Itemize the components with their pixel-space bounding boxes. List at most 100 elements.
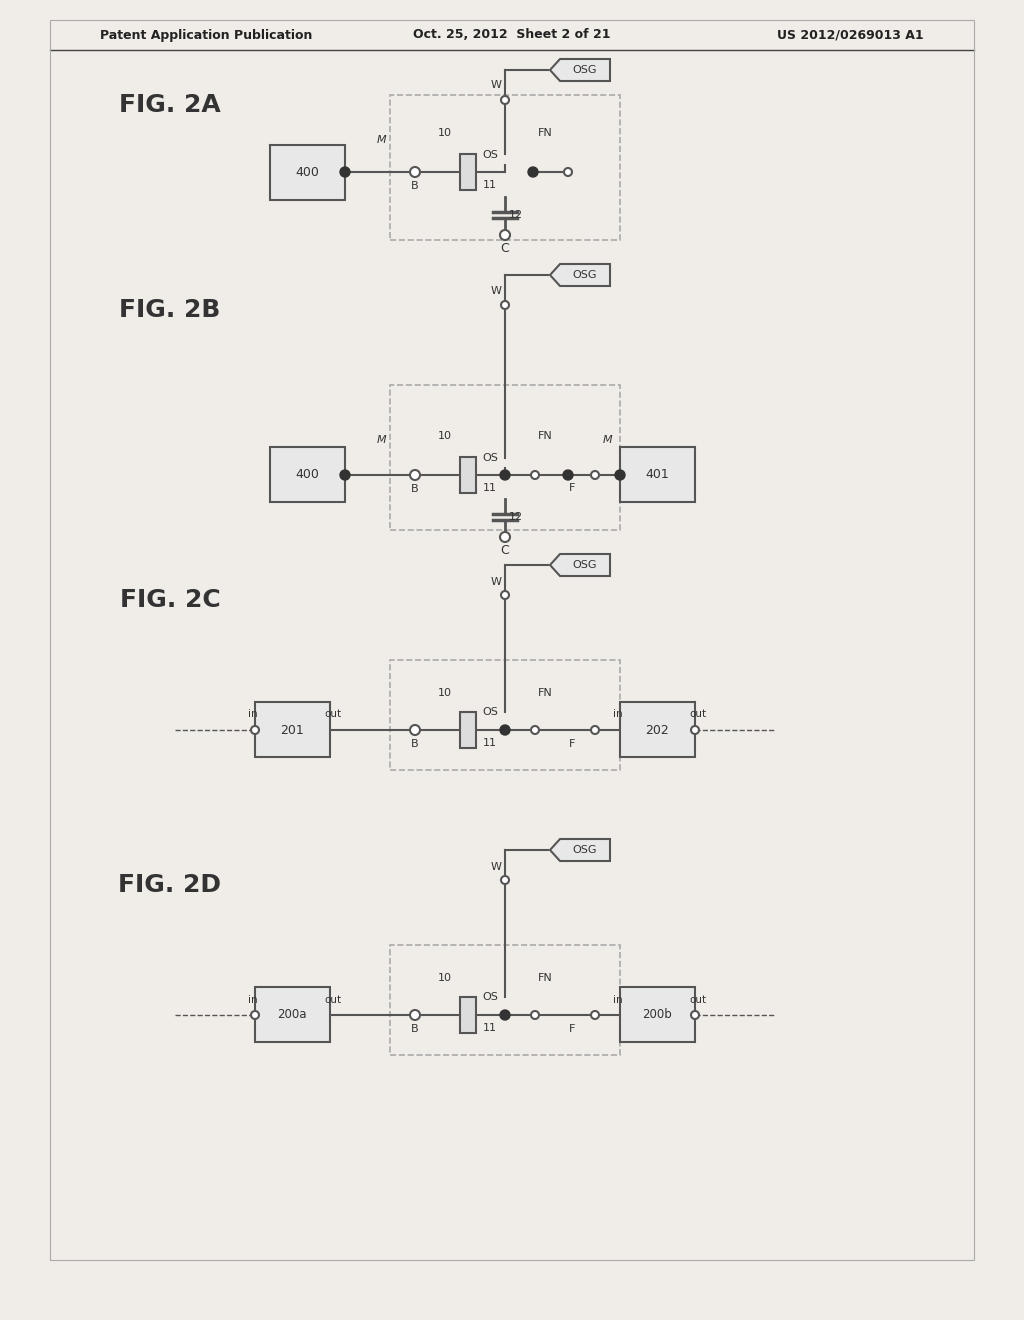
Text: Patent Application Publication: Patent Application Publication <box>100 29 312 41</box>
Text: W: W <box>490 286 502 296</box>
Text: 12: 12 <box>509 512 523 521</box>
Text: out: out <box>689 995 707 1005</box>
Circle shape <box>501 301 509 309</box>
Text: 10: 10 <box>438 432 452 441</box>
Text: 11: 11 <box>483 483 497 492</box>
Text: 200b: 200b <box>642 1008 672 1022</box>
Bar <box>255 702 330 756</box>
Circle shape <box>615 470 625 480</box>
Text: OS: OS <box>482 993 498 1002</box>
Bar <box>620 987 695 1041</box>
Text: FN: FN <box>538 688 552 698</box>
Text: OS: OS <box>482 708 498 717</box>
Circle shape <box>531 726 539 734</box>
Circle shape <box>501 591 509 599</box>
Circle shape <box>410 1010 420 1020</box>
Circle shape <box>500 1010 510 1020</box>
Text: out: out <box>325 995 342 1005</box>
Circle shape <box>528 168 538 177</box>
Text: OSG: OSG <box>572 65 597 75</box>
Text: B: B <box>412 1024 419 1034</box>
Text: M: M <box>603 436 612 445</box>
Circle shape <box>500 470 510 480</box>
Circle shape <box>410 725 420 735</box>
Text: 200a: 200a <box>278 1008 307 1022</box>
Text: OSG: OSG <box>572 560 597 570</box>
Text: in: in <box>248 709 258 719</box>
Text: OSG: OSG <box>572 271 597 280</box>
Text: OS: OS <box>482 150 498 160</box>
Text: FIG. 2B: FIG. 2B <box>120 298 221 322</box>
Circle shape <box>691 1011 699 1019</box>
Text: OS: OS <box>482 453 498 463</box>
Text: 400: 400 <box>295 166 318 180</box>
Text: Oct. 25, 2012  Sheet 2 of 21: Oct. 25, 2012 Sheet 2 of 21 <box>414 29 610 41</box>
Text: 11: 11 <box>483 738 497 748</box>
Text: 10: 10 <box>438 973 452 983</box>
Polygon shape <box>550 840 610 861</box>
Circle shape <box>340 470 350 480</box>
Circle shape <box>501 876 509 884</box>
Bar <box>460 711 476 748</box>
Polygon shape <box>550 59 610 81</box>
Circle shape <box>500 532 510 543</box>
Text: US 2012/0269013 A1: US 2012/0269013 A1 <box>777 29 924 41</box>
Bar <box>460 457 476 492</box>
Text: 202: 202 <box>645 723 669 737</box>
Bar <box>460 997 476 1034</box>
Text: F: F <box>568 483 575 492</box>
Circle shape <box>531 471 539 479</box>
Text: B: B <box>412 484 419 494</box>
Text: 11: 11 <box>483 180 497 190</box>
Text: 401: 401 <box>645 469 669 482</box>
Bar <box>390 945 620 1055</box>
Text: C: C <box>501 242 509 255</box>
Circle shape <box>591 726 599 734</box>
Circle shape <box>531 1011 539 1019</box>
Bar <box>620 702 695 756</box>
Text: C: C <box>501 544 509 557</box>
Text: 400: 400 <box>295 469 318 482</box>
Text: FN: FN <box>538 973 552 983</box>
Text: OSG: OSG <box>572 845 597 855</box>
Circle shape <box>410 470 420 480</box>
Circle shape <box>563 470 573 480</box>
Circle shape <box>251 1011 259 1019</box>
Bar <box>620 447 695 502</box>
Circle shape <box>501 96 509 104</box>
Text: out: out <box>325 709 342 719</box>
Text: W: W <box>490 577 502 587</box>
Text: 12: 12 <box>509 210 523 220</box>
Text: FN: FN <box>538 432 552 441</box>
Text: FIG. 2D: FIG. 2D <box>119 873 221 898</box>
Text: F: F <box>568 739 575 748</box>
Bar <box>390 95 620 240</box>
Bar <box>390 385 620 531</box>
Text: in: in <box>613 709 623 719</box>
Text: M: M <box>377 436 387 445</box>
Bar <box>270 145 345 201</box>
Bar <box>270 447 345 502</box>
Text: F: F <box>568 1024 575 1034</box>
Text: W: W <box>490 862 502 873</box>
Bar <box>460 154 476 190</box>
Circle shape <box>500 725 510 735</box>
Text: W: W <box>490 81 502 90</box>
Text: 11: 11 <box>483 1023 497 1034</box>
Text: in: in <box>613 995 623 1005</box>
Text: FIG. 2A: FIG. 2A <box>119 92 221 117</box>
Text: 10: 10 <box>438 128 452 139</box>
Text: M: M <box>377 135 387 145</box>
Text: 10: 10 <box>438 688 452 698</box>
Text: B: B <box>412 739 419 748</box>
Circle shape <box>500 230 510 240</box>
Bar <box>390 660 620 770</box>
Polygon shape <box>550 264 610 286</box>
Text: in: in <box>248 995 258 1005</box>
Circle shape <box>691 726 699 734</box>
Circle shape <box>591 471 599 479</box>
Text: FN: FN <box>538 128 552 139</box>
Circle shape <box>591 1011 599 1019</box>
Bar <box>255 987 330 1041</box>
Text: FIG. 2C: FIG. 2C <box>120 587 220 612</box>
